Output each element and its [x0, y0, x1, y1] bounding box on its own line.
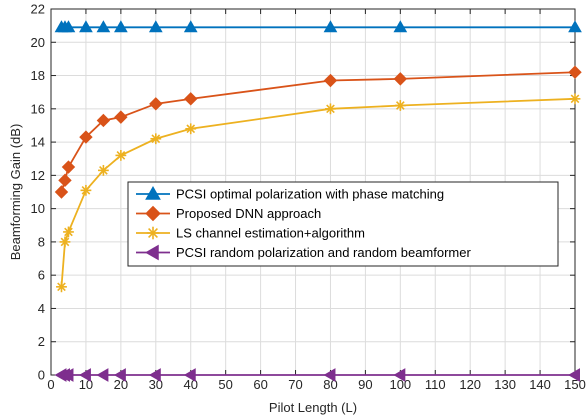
data-point [150, 133, 162, 145]
y-tick-label: 4 [38, 301, 45, 316]
x-tick-label: 30 [149, 377, 163, 392]
y-tick-label: 22 [31, 2, 45, 17]
x-axis-label: Pilot Length (L) [269, 400, 357, 415]
data-point [61, 368, 74, 382]
x-tick-label: 140 [529, 377, 551, 392]
data-point [568, 65, 582, 79]
data-point [393, 72, 408, 86]
legend-label: PCSI optimal polarization with phase mat… [176, 187, 444, 202]
x-tick-label: 110 [425, 377, 446, 392]
data-point [96, 113, 111, 128]
data-point [114, 110, 128, 124]
x-tick-label: 100 [389, 377, 411, 392]
data-point [394, 100, 406, 111]
data-point [61, 160, 76, 174]
data-point [56, 281, 67, 293]
x-tick-label: 90 [358, 377, 372, 392]
legend-entry: PCSI random polarization and random beam… [136, 244, 471, 261]
data-point [325, 103, 336, 115]
data-point [323, 368, 336, 382]
legend-label: Proposed DNN approach [176, 206, 321, 221]
legend-entry: PCSI optimal polarization with phase mat… [136, 185, 444, 202]
y-tick-label: 2 [38, 334, 45, 349]
x-tick-label: 0 [47, 377, 54, 392]
data-point [144, 244, 159, 261]
series-4 [54, 368, 580, 382]
y-tick-label: 6 [38, 268, 45, 283]
data-point [96, 368, 109, 382]
series-group [54, 20, 582, 382]
legend-label: PCSI random polarization and random beam… [176, 245, 471, 260]
y-tick-label: 16 [31, 101, 45, 116]
series-1 [54, 20, 582, 33]
data-point [113, 368, 126, 382]
x-tick-label: 50 [218, 377, 232, 392]
data-point [115, 150, 127, 161]
data-point [145, 185, 161, 200]
data-point [78, 368, 91, 382]
data-point [61, 20, 76, 33]
data-point [184, 92, 198, 106]
data-point [63, 226, 74, 238]
y-tick-label: 20 [31, 35, 45, 50]
data-point [185, 123, 197, 135]
x-tick-label: 130 [494, 377, 516, 392]
series-2 [54, 65, 582, 199]
legend-label: LS channel estimation+algorithm [176, 226, 365, 241]
x-tick-label: 80 [323, 377, 337, 392]
y-tick-label: 14 [31, 135, 45, 150]
legend-box [127, 181, 559, 267]
x-tick-label: 40 [183, 377, 197, 392]
data-point [568, 20, 582, 33]
data-point [393, 20, 408, 33]
data-point [79, 130, 93, 144]
legend: PCSI optimal polarization with phase mat… [127, 181, 559, 267]
x-tick-label: 60 [253, 377, 267, 392]
y-tick-label: 10 [31, 201, 45, 216]
series-3 [56, 93, 581, 293]
data-point [323, 73, 338, 88]
data-point [323, 20, 338, 33]
x-tick-label: 150 [564, 377, 586, 392]
data-point [183, 368, 196, 382]
data-point [569, 93, 581, 105]
axes: 0 10 20 30 40 50 60 70 80 90 100 110 120 130 140 150 0 2 4… [31, 2, 586, 393]
data-point [98, 164, 109, 176]
data-point [58, 173, 72, 188]
data-point [145, 205, 161, 222]
data-point [183, 20, 198, 33]
data-point [80, 184, 92, 196]
data-point [59, 236, 71, 248]
data-point [54, 185, 69, 199]
x-tick-label: 20 [114, 377, 128, 392]
data-point [393, 368, 406, 382]
data-point [567, 368, 580, 382]
x-tick-label: 70 [288, 377, 302, 392]
data-point [114, 20, 128, 33]
y-axis-label: Beamforming Gain (dB) [8, 124, 23, 261]
data-point [146, 226, 160, 240]
y-tick-label: 0 [38, 368, 45, 383]
x-tick-label: 120 [459, 377, 481, 392]
data-point [149, 97, 163, 111]
y-tick-label: 12 [31, 168, 45, 183]
legend-entry: Proposed DNN approach [136, 205, 321, 222]
x-tick-label: 10 [79, 377, 93, 392]
data-point [148, 20, 163, 33]
legend-entry: LS channel estimation+algorithm [136, 226, 365, 241]
y-tick-label: 18 [31, 68, 45, 83]
data-point [96, 20, 111, 33]
y-tick-label: 8 [38, 234, 45, 249]
data-point [79, 20, 93, 33]
data-point [148, 368, 161, 382]
